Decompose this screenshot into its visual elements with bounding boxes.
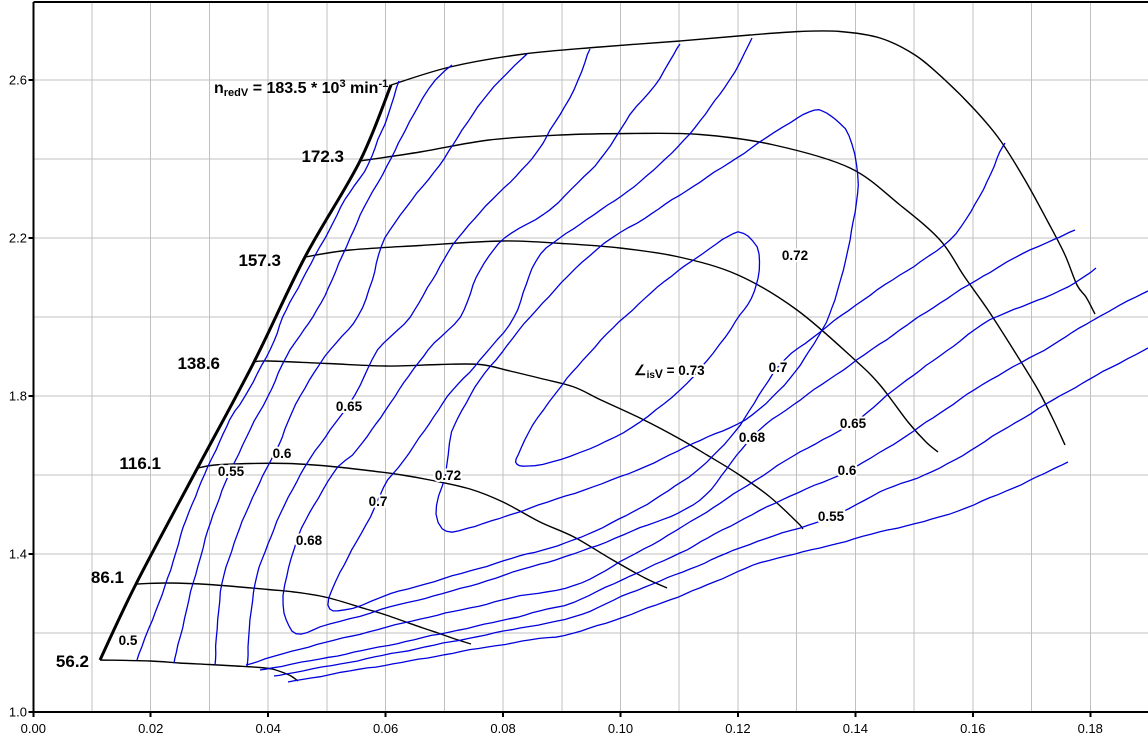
svg-text:0.06: 0.06: [373, 721, 398, 736]
svg-text:0.68: 0.68: [296, 533, 323, 548]
svg-text:0.72: 0.72: [435, 468, 461, 483]
svg-text:138.6: 138.6: [177, 354, 220, 373]
svg-text:0.55: 0.55: [818, 509, 845, 524]
svg-text:116.1: 116.1: [119, 454, 161, 473]
svg-text:0.5: 0.5: [119, 633, 138, 648]
svg-text:2.2: 2.2: [9, 231, 27, 246]
svg-text:157.3: 157.3: [238, 251, 281, 270]
svg-text:0.55: 0.55: [218, 464, 245, 479]
svg-text:86.1: 86.1: [91, 568, 124, 587]
svg-text:1.4: 1.4: [9, 547, 27, 562]
svg-text:0.16: 0.16: [960, 721, 985, 736]
svg-text:0.04: 0.04: [256, 721, 281, 736]
svg-text:0.18: 0.18: [1078, 721, 1103, 736]
svg-text:56.2: 56.2: [56, 652, 89, 671]
svg-text:0.08: 0.08: [490, 721, 515, 736]
svg-text:0.6: 0.6: [838, 463, 857, 478]
svg-text:1.0: 1.0: [9, 705, 27, 720]
svg-text:2.6: 2.6: [9, 73, 27, 88]
svg-text:0.6: 0.6: [273, 446, 292, 461]
svg-text:0.7: 0.7: [369, 494, 388, 509]
svg-text:0.7: 0.7: [769, 360, 788, 375]
svg-text:0.00: 0.00: [21, 721, 46, 736]
svg-text:0.72: 0.72: [782, 248, 808, 263]
svg-text:172.3: 172.3: [301, 147, 344, 166]
svg-text:nredV = 183.5 * 103 min-1: nredV = 183.5 * 103 min-1: [214, 78, 388, 99]
svg-text:0.10: 0.10: [608, 721, 633, 736]
svg-text:0.65: 0.65: [840, 416, 867, 431]
svg-text:1.8: 1.8: [9, 389, 27, 404]
svg-text:0.65: 0.65: [336, 399, 363, 414]
svg-text:0.02: 0.02: [138, 721, 163, 736]
svg-text:0.14: 0.14: [843, 721, 868, 736]
svg-text:0.68: 0.68: [739, 430, 766, 445]
svg-text:0.12: 0.12: [725, 721, 750, 736]
